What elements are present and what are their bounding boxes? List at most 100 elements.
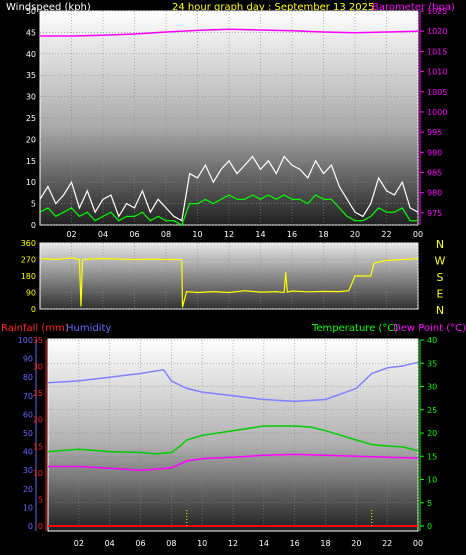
temp-tick-label: 0 <box>427 522 432 531</box>
baro-tick-label: 1010 <box>427 68 447 77</box>
wind-tick-label: 35 <box>26 71 36 80</box>
wind-tick-label: 5 <box>31 200 36 209</box>
humidity-tick-label: 30 <box>23 466 33 475</box>
x-tick-label: 00 <box>413 539 423 548</box>
x-tick-label: 06 <box>135 539 145 548</box>
x-tick-label: 16 <box>290 539 300 548</box>
humidity-tick-label: 0 <box>28 522 33 531</box>
direction-tick-label: 360 <box>21 239 36 248</box>
temp-tick-label: 20 <box>427 429 437 438</box>
humidity-label: Humidity <box>66 323 111 334</box>
wind-tick-label: 40 <box>26 50 36 59</box>
temp-tick-label: 15 <box>427 452 437 461</box>
x-tick-label: 06 <box>129 230 139 239</box>
baro-tick-label: 975 <box>427 209 442 218</box>
barometer-label: Barometer (hpa) <box>372 2 455 13</box>
x-tick-label: 10 <box>197 539 207 548</box>
baro-tick-label: 980 <box>427 189 442 198</box>
rain-tick-label: 30 <box>33 363 43 372</box>
direction-tick-label: 180 <box>21 272 36 281</box>
baro-tick-label: 990 <box>427 148 442 157</box>
rain-tick-label: 15 <box>33 442 43 451</box>
humidity-tick-label: 50 <box>23 429 33 438</box>
x-tick-label: 04 <box>98 230 108 239</box>
x-tick-label: 02 <box>66 230 76 239</box>
series-line-baro <box>40 28 419 37</box>
wind-tick-label: 20 <box>26 135 36 144</box>
x-tick-label: 18 <box>318 230 328 239</box>
baro-tick-label: 1020 <box>427 27 447 36</box>
x-tick-label: 18 <box>320 539 330 548</box>
x-tick-label: 22 <box>381 230 391 239</box>
x-tick-label: 08 <box>166 539 176 548</box>
dewpoint-label: Dew Point (°C) <box>393 323 466 334</box>
series-line-avg <box>39 194 418 226</box>
x-tick-label: 10 <box>192 230 202 239</box>
rain-tick-label: 20 <box>33 416 43 425</box>
humidity-tick-label: 100 <box>18 336 33 345</box>
wind-tick-label: 45 <box>26 28 36 37</box>
series-line-temp <box>48 453 419 471</box>
temp-tick-label: 40 <box>427 336 437 345</box>
temp-humidity-panel: 0102030405060708090100051015202530350510… <box>18 336 437 548</box>
x-tick-label: 04 <box>105 539 115 548</box>
series-line-gust <box>39 155 419 222</box>
baro-tick-label: 1005 <box>427 88 447 97</box>
humidity-tick-label: 20 <box>23 485 33 494</box>
baro-tick-label: 985 <box>427 169 442 178</box>
wind-tick-label: 0 <box>31 221 36 230</box>
rain-tick-label: 0 <box>38 522 43 531</box>
x-tick-label: 12 <box>224 230 234 239</box>
temp-tick-label: 5 <box>427 499 432 508</box>
wind-tick-label: 15 <box>26 157 36 166</box>
wind-tick-label: 10 <box>26 178 36 187</box>
x-tick-label: 22 <box>382 539 392 548</box>
humidity-tick-label: 70 <box>23 392 33 401</box>
compass-label: W <box>435 255 446 268</box>
humidity-tick-label: 90 <box>23 355 33 364</box>
rain-tick-label: 5 <box>38 495 43 504</box>
rain-tick-label: 35 <box>33 336 43 345</box>
x-tick-label: 20 <box>350 230 360 239</box>
direction-line <box>39 257 419 308</box>
humidity-tick-label: 60 <box>23 410 33 419</box>
compass-label: S <box>437 271 444 284</box>
temp-tick-label: 25 <box>427 406 437 415</box>
series-line-hum <box>47 361 419 403</box>
x-tick-label: 02 <box>74 539 84 548</box>
baro-tick-label: 1015 <box>427 47 447 56</box>
direction-tick-label: 270 <box>21 256 36 265</box>
temp-tick-label: 35 <box>427 359 437 368</box>
x-tick-label: 08 <box>161 230 171 239</box>
direction-tick-label: 90 <box>26 289 36 298</box>
humidity-tick-label: 10 <box>23 503 33 512</box>
temperature-label: Temperature (°C) <box>311 323 398 334</box>
rain-tick-label: 25 <box>33 389 43 398</box>
wind-tick-label: 30 <box>26 93 36 102</box>
humidity-tick-label: 80 <box>23 373 33 382</box>
direction-tick-label: 0 <box>31 305 36 314</box>
baro-tick-label: 995 <box>427 128 442 137</box>
baro-tick-label: 1025 <box>427 7 447 16</box>
rain-tick-label: 10 <box>33 469 43 478</box>
x-tick-label: 14 <box>255 230 265 239</box>
x-tick-label: 12 <box>228 539 238 548</box>
temp-tick-label: 10 <box>427 476 437 485</box>
x-tick-label: 14 <box>259 539 269 548</box>
compass-label: E <box>437 288 444 301</box>
wind-tick-label: 50 <box>26 7 36 16</box>
graph-title: 24 hour graph day : September 13 2025 <box>172 2 374 13</box>
rainfall-label: Rainfall (mm) <box>1 323 69 334</box>
compass-label: N <box>436 304 444 317</box>
humidity-tick-label: 40 <box>23 448 33 457</box>
x-tick-label: 20 <box>351 539 361 548</box>
x-tick-label: 16 <box>287 230 297 239</box>
wind-tick-label: 25 <box>26 114 36 123</box>
temp-tick-label: 30 <box>427 383 437 392</box>
windspeed-label: Windspeed (kph) <box>6 2 91 13</box>
x-tick-label: 00 <box>413 230 423 239</box>
series-line-temp <box>47 425 419 455</box>
